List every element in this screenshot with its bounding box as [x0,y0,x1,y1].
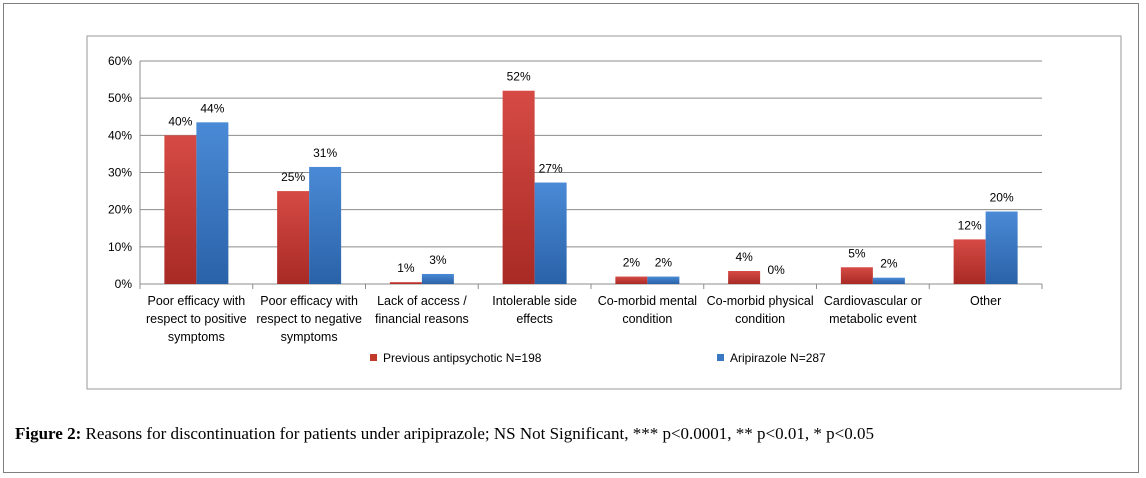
data-label: 44% [200,101,224,115]
x-tick-label: respect to negative [256,312,362,326]
y-tick-label: 0% [115,277,133,291]
data-label: 31% [313,146,337,160]
x-tick-label: Co-morbid physical [707,294,814,308]
x-tick-label: effects [516,312,553,326]
y-tick-label: 30% [108,166,132,180]
y-tick-label: 50% [108,91,132,105]
x-tick-label: symptoms [281,330,338,344]
x-tick-label: Poor efficacy with [260,294,358,308]
x-tick-label: Lack of access / [377,294,467,308]
data-label: 27% [539,162,563,176]
data-label: 20% [990,191,1014,205]
bar [840,267,873,284]
x-tick-label: metabolic event [829,312,917,326]
caption-text: Reasons for discontinuation for patients… [81,424,874,443]
x-tick-label: condition [735,312,785,326]
data-label: 0% [767,263,785,277]
y-tick-label: 10% [108,240,132,254]
bar [647,276,680,284]
x-tick-label: respect to positive [146,312,247,326]
bar [985,211,1018,284]
data-label: 25% [281,170,305,184]
x-tick-label: Co-morbid mental [598,294,697,308]
legend-swatch [370,354,377,361]
chart-area-border [86,35,1122,390]
data-label: 52% [507,70,531,84]
data-label: 2% [880,257,898,271]
x-tick-label: Intolerable side [492,294,577,308]
data-label: 2% [623,256,641,270]
bar [728,270,761,284]
data-label: 40% [168,114,192,128]
bar [196,122,229,284]
x-tick-label: financial reasons [375,312,469,326]
y-tick-label: 40% [108,128,132,142]
x-tick-label: condition [622,312,672,326]
x-tick-label: Other [970,294,1001,308]
bar [164,135,197,284]
x-tick-label: symptoms [168,330,225,344]
data-label: 1% [397,261,415,275]
y-tick-label: 60% [108,54,132,68]
data-label: 4% [735,250,753,264]
bar [389,282,422,284]
bar [421,273,454,284]
data-label: 5% [848,246,866,260]
figure-frame: 0% 10% 20% 30% 40% 50% 60% 40% 44% Poor efficacy… [3,3,1139,473]
bar [534,182,567,284]
data-label: 3% [429,253,447,267]
legend-label: Aripirazole N=287 [730,351,826,365]
legend-label: Previous antipsychotic N=198 [383,351,542,365]
caption-label: Figure 2: [15,424,82,443]
data-label: 12% [958,218,982,232]
x-tick-label: Poor efficacy with [148,294,246,308]
y-tick-label: 20% [108,203,132,217]
bar [953,239,986,284]
bar [502,90,535,284]
bar [309,166,342,284]
bar [615,276,648,284]
bar [277,191,310,284]
legend-swatch [717,354,724,361]
bar [872,277,905,284]
figure-caption: Figure 2: Reasons for discontinuation fo… [15,424,1135,444]
x-tick-label: Cardiovascular or [824,294,922,308]
bar-chart: 0% 10% 20% 30% 40% 50% 60% 40% 44% Poor efficacy… [86,35,1122,390]
data-label: 2% [655,256,673,270]
